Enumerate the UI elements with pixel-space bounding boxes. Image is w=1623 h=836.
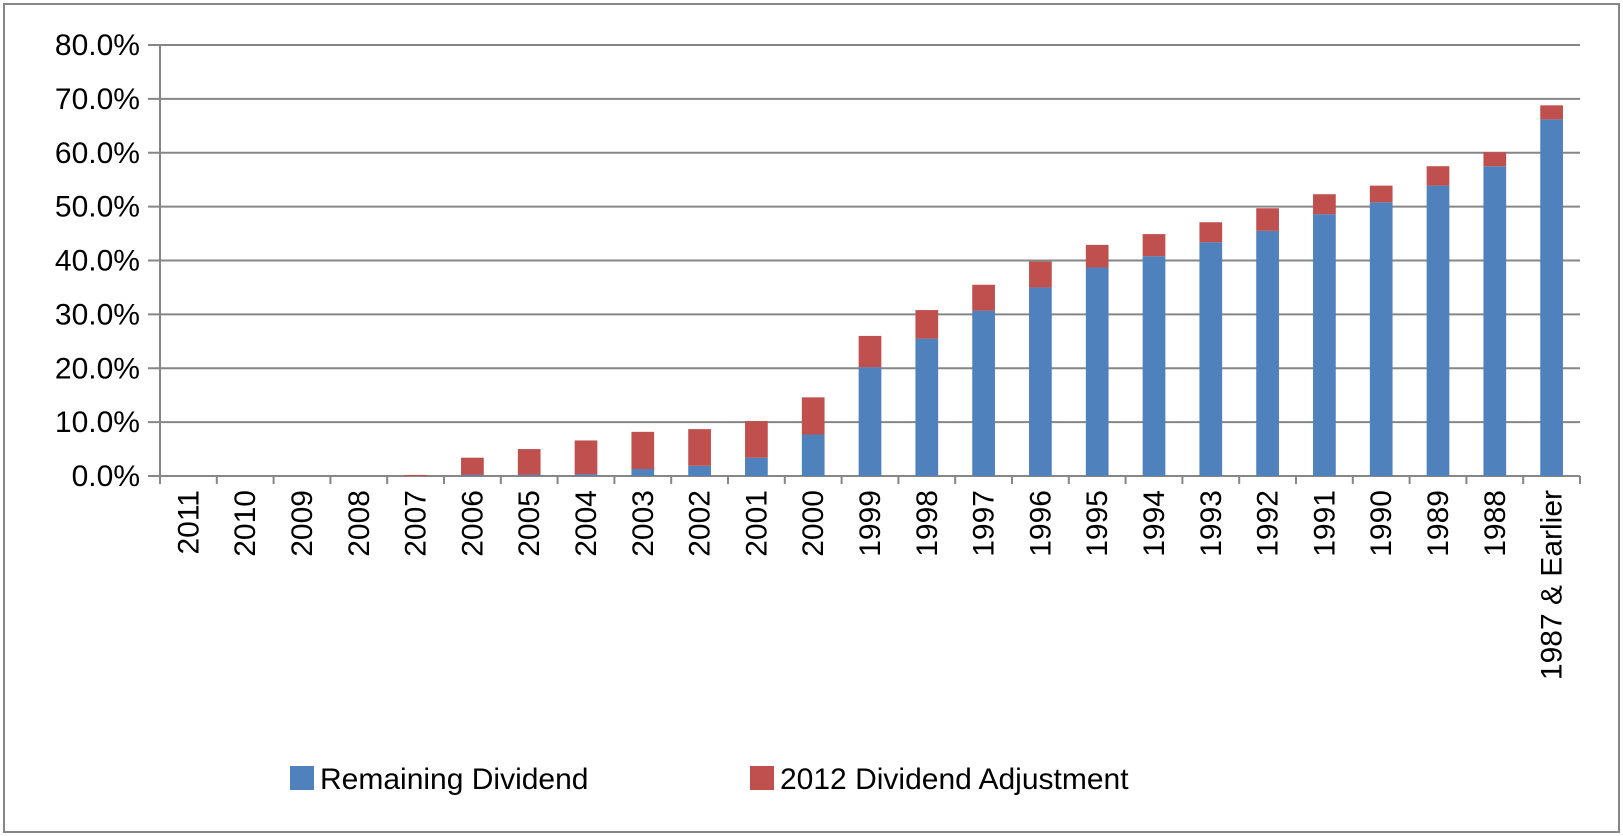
bar-segment (461, 474, 484, 476)
bar-segment (1029, 287, 1052, 476)
x-tick-label: 2000 (797, 490, 830, 557)
bar-segment (1142, 234, 1166, 257)
legend-swatch (750, 766, 774, 790)
bar-segment (517, 449, 541, 475)
bar-segment (1199, 222, 1223, 243)
bar-segment (1483, 152, 1507, 167)
bar-segment (1313, 214, 1336, 477)
x-tick-label: 1994 (1138, 490, 1171, 557)
x-tick-label: 2002 (684, 490, 717, 557)
bar-segment (1256, 208, 1279, 231)
bar-segment (1199, 242, 1223, 476)
x-tick-label: 2010 (229, 490, 262, 557)
bar-segment (631, 468, 655, 476)
bar-segment (1426, 185, 1450, 476)
y-tick-label: 70.0% (55, 83, 140, 116)
legend-label: Remaining Dividend (320, 763, 588, 796)
x-tick-label: 1987 & Earlier (1536, 490, 1569, 680)
legend-label: 2012 Dividend Adjustment (780, 763, 1129, 796)
x-tick-label: 1991 (1308, 490, 1341, 557)
x-tick-label: 2006 (456, 490, 489, 557)
bar-segment (1483, 166, 1507, 476)
x-tick-label: 2005 (513, 490, 546, 557)
bar-segment (461, 457, 484, 475)
bar-segment (1256, 230, 1279, 476)
bar-segment (1085, 267, 1109, 476)
bar-segment (574, 474, 598, 476)
y-tick-label: 40.0% (55, 245, 140, 278)
x-tick-label: 2003 (627, 490, 660, 557)
x-tick-label: 2009 (286, 490, 319, 557)
x-tick-label: 2004 (570, 490, 603, 557)
bar-segment (1426, 166, 1450, 186)
bar-segment (688, 465, 711, 476)
bar-segment (972, 310, 995, 476)
bar-segment (1369, 185, 1393, 203)
x-tick-label: 1999 (854, 490, 887, 557)
bar-segment (631, 431, 655, 469)
legend-swatch (290, 766, 314, 790)
bar-segment (858, 335, 882, 368)
bar-segment (915, 310, 939, 339)
x-tick-label: 1993 (1195, 490, 1228, 557)
bar-segment (688, 429, 711, 466)
bar-segment (1142, 256, 1166, 476)
bar-segment (858, 367, 882, 476)
bar-segment (517, 474, 541, 476)
x-tick-label: 2001 (740, 490, 773, 557)
x-tick-label: 1995 (1081, 490, 1114, 557)
x-tick-label: 1988 (1479, 490, 1512, 557)
bar-segment (745, 421, 768, 458)
bar-segment (1085, 244, 1109, 268)
bar-segment (972, 284, 995, 311)
bar-segment (801, 434, 825, 476)
x-tick-label: 1992 (1252, 490, 1285, 557)
bar-segment (1029, 261, 1052, 288)
bar-segment (1369, 202, 1393, 476)
y-tick-label: 50.0% (55, 191, 140, 224)
bar-segment (574, 440, 598, 475)
y-tick-label: 60.0% (55, 137, 140, 170)
y-tick-label: 10.0% (55, 406, 140, 439)
x-tick-label: 1989 (1422, 490, 1455, 557)
bar-segment (1313, 194, 1336, 215)
x-tick-label: 1998 (911, 490, 944, 557)
bar-segment (915, 338, 939, 476)
bar-segment (1540, 105, 1563, 120)
x-tick-label: 2008 (343, 490, 376, 557)
y-tick-label: 20.0% (55, 352, 140, 385)
y-tick-label: 30.0% (55, 298, 140, 331)
bar-segment (801, 397, 825, 435)
bar-segment (745, 457, 768, 476)
x-tick-label: 2007 (400, 490, 433, 557)
x-tick-label: 1997 (968, 490, 1001, 557)
x-tick-label: 2011 (172, 490, 205, 555)
bar-segment (404, 474, 427, 476)
x-tick-label: 1996 (1024, 490, 1057, 557)
x-tick-label: 1990 (1365, 490, 1398, 557)
y-tick-label: 0.0% (72, 460, 140, 493)
y-tick-label: 80.0% (55, 29, 140, 62)
bar-segment (1540, 119, 1563, 476)
